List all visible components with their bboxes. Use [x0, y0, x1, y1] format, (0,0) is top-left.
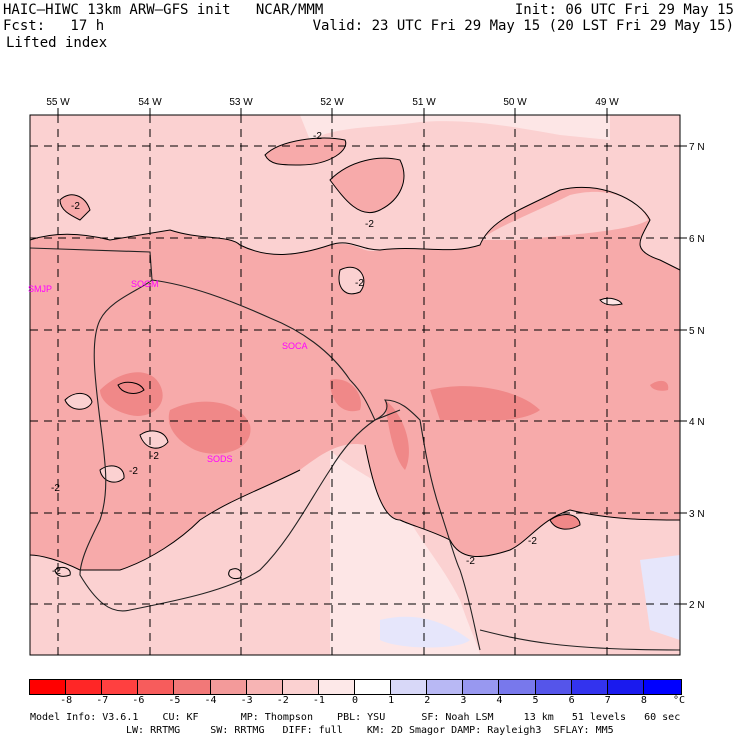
station-label: SOGM	[131, 279, 159, 289]
legend-swatch	[463, 680, 500, 694]
lat-label: 2 N	[689, 600, 705, 611]
contour-label: -2	[71, 201, 80, 212]
legend-swatch	[138, 680, 175, 694]
contour-label: -2	[150, 451, 159, 462]
legend-swatch	[427, 680, 464, 694]
lat-label: 5 N	[689, 326, 705, 337]
legend-swatch	[174, 680, 211, 694]
lon-label: 55 W	[46, 97, 70, 108]
lat-ticks	[680, 146, 687, 604]
lon-label: 54 W	[138, 97, 162, 108]
contour-label: -2	[365, 219, 374, 230]
legend-swatch	[319, 680, 356, 694]
legend-swatch	[608, 680, 645, 694]
legend-swatch	[102, 680, 139, 694]
legend-label: 2	[424, 695, 430, 707]
legend-swatch	[30, 680, 67, 694]
legend-swatch	[391, 680, 428, 694]
contour-label: -2	[355, 278, 364, 289]
lon-label: 49 W	[595, 97, 619, 108]
legend-swatch	[572, 680, 609, 694]
legend-label: -6	[132, 695, 144, 707]
legend-swatch	[536, 680, 573, 694]
lat-label: 4 N	[689, 417, 705, 428]
legend-label: -3	[241, 695, 253, 707]
lon-label: 52 W	[320, 97, 344, 108]
legend-label: 7	[605, 695, 611, 707]
lon-label: 51 W	[412, 97, 436, 108]
lon-ticks	[58, 108, 607, 115]
legend-swatch	[499, 680, 536, 694]
lat-label: 6 N	[689, 234, 705, 245]
lat-label: 7 N	[689, 142, 705, 153]
legend-label: 0	[352, 695, 358, 707]
map-plot: 55 W 54 W 53 W 52 W 51 W 50 W 49 W 7 N 6…	[0, 0, 740, 740]
lat-label: 3 N	[689, 509, 705, 520]
legend-label: -7	[96, 695, 108, 707]
station-label: SMJP	[28, 284, 52, 294]
legend-swatch	[283, 680, 320, 694]
contour-label: -2	[129, 466, 138, 477]
legend-label: 3	[460, 695, 466, 707]
legend-label: -8	[60, 695, 72, 707]
contour-label: -2	[528, 536, 537, 547]
legend-label: 5	[533, 695, 539, 707]
legend-label: 8	[641, 695, 647, 707]
legend-label: 4	[496, 695, 502, 707]
lon-label: 50 W	[503, 97, 527, 108]
legend-label: -4	[205, 695, 217, 707]
legend-swatch	[211, 680, 248, 694]
legend-unit: °C	[673, 695, 685, 707]
station-label: SODS	[207, 454, 233, 464]
legend-swatch	[644, 680, 681, 694]
model-info-line1: Model Info: V3.6.1 CU: KF MP: Thompson P…	[30, 712, 680, 724]
legend-label: 1	[388, 695, 394, 707]
legend-swatch	[355, 680, 392, 694]
model-info-line2: LW: RRTMG SW: RRTMG DIFF: full KM: 2D Sm…	[126, 725, 614, 737]
legend-swatch	[247, 680, 284, 694]
legend-label: -1	[313, 695, 325, 707]
lon-label: 53 W	[229, 97, 253, 108]
legend-label: 6	[569, 695, 575, 707]
station-label: SOCA	[282, 341, 308, 351]
contour-label: -2	[51, 483, 60, 494]
contour-label: -2	[313, 131, 322, 142]
legend-swatch	[66, 680, 103, 694]
legend-label: -2	[277, 695, 289, 707]
legend-label: -5	[168, 695, 180, 707]
contour-label: -2	[52, 566, 61, 577]
contour-label: -2	[466, 556, 475, 567]
